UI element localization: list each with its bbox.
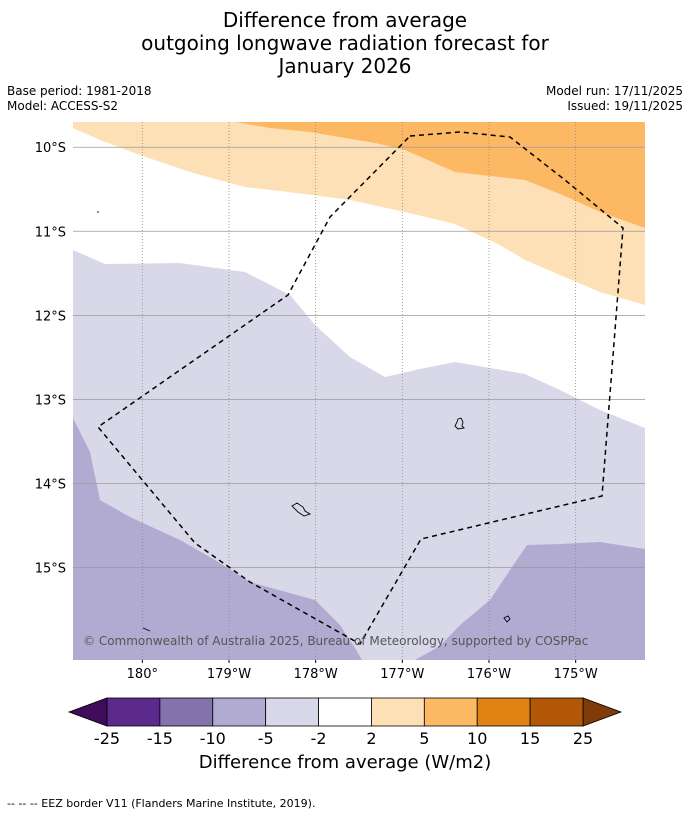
y-tick-label: 12°S (35, 309, 66, 324)
colorbar-segment (371, 697, 425, 727)
colorbar-tick-label: 2 (366, 729, 376, 748)
map-plot-area: © Commonwealth of Australia 2025, Bureau… (73, 122, 645, 660)
chart-title-line3: January 2026 (278, 54, 412, 78)
colorbar-title: Difference from average (W/m2) (198, 752, 492, 773)
colorbar-segment (106, 697, 161, 727)
colorbar-tick-label: 25 (573, 729, 593, 748)
colorbar-tick-label: 15 (520, 729, 540, 748)
base-period-text: Base period: 1981-2018 (7, 84, 152, 98)
colorbar-segment (159, 697, 214, 727)
graticule (73, 122, 645, 660)
chart-title-line1: Difference from average (222, 8, 468, 32)
copyright-text: © Commonwealth of Australia 2025, Bureau… (83, 634, 588, 648)
meta-right: Model run: 17/11/2025 Issued: 19/11/2025 (546, 84, 683, 114)
colorbar-tick-label: 10 (467, 729, 487, 748)
y-tick-label: 10°S (35, 141, 66, 156)
colorbar-extend-high (582, 697, 623, 727)
issued-text: Issued: 19/11/2025 (567, 99, 683, 113)
field-orange (235, 122, 645, 228)
island-north-west (97, 211, 99, 213)
x-tick-label: 180° (127, 667, 158, 682)
colorbar-extend-low (67, 697, 108, 727)
colorbar-segment (265, 697, 319, 727)
island-central (291, 502, 312, 517)
x-axis: 180° 179°W 178°W 177°W 176°W 175°W (127, 660, 598, 682)
colorbar: -25 -15 -10 -5 -2 2 5 10 15 25 (67, 697, 623, 748)
colorbar-tick-label: 5 (419, 729, 429, 748)
island-south-west (142, 627, 151, 632)
colorbar-tick-label: -5 (258, 729, 274, 748)
colorbar-segment (423, 697, 478, 727)
model-run-text: Model run: 17/11/2025 (545, 84, 683, 98)
x-tick-label: 176°W (467, 667, 511, 682)
colorbar-segment (476, 697, 531, 727)
field-medium-purple-west (73, 418, 362, 660)
x-tick-label: 177°W (380, 667, 424, 682)
colorbar-segment (318, 697, 372, 727)
colorbar-tick-label: -25 (94, 729, 120, 748)
y-tick-label: 13°S (35, 393, 66, 408)
colorbar-tick-label: -10 (200, 729, 226, 748)
y-tick-label: 11°S (35, 225, 66, 240)
colorbar-segment (529, 697, 584, 727)
eez-border (96, 131, 624, 646)
island-north-east (454, 417, 465, 430)
chart-title-line2: outgoing longwave radiation forecast for (141, 31, 549, 55)
y-tick-label: 14°S (35, 477, 66, 492)
x-tick-label: 175°W (554, 667, 598, 682)
island-south-east (503, 615, 511, 623)
y-tick-label: 15°S (35, 562, 66, 577)
x-tick-label: 179°W (207, 667, 251, 682)
colorbar-segment (212, 697, 267, 727)
eez-footnote: -- -- -- EEZ border V11 (Flanders Marine… (7, 797, 316, 810)
meta-left: Base period: 1981-2018 Model: ACCESS-S2 (7, 84, 152, 114)
field-medium-purple-east (415, 542, 645, 660)
field-light-purple (73, 250, 645, 660)
x-tick-label: 178°W (294, 667, 338, 682)
y-axis: 10°S 11°S 12°S 13°S 14°S 15°S (35, 141, 66, 576)
colorbar-tick-label: -2 (311, 729, 327, 748)
model-text: Model: ACCESS-S2 (7, 99, 119, 113)
colorbar-tick-label: -15 (147, 729, 173, 748)
chart-svg: © Commonwealth of Australia 2025, Bureau… (35, 122, 645, 748)
